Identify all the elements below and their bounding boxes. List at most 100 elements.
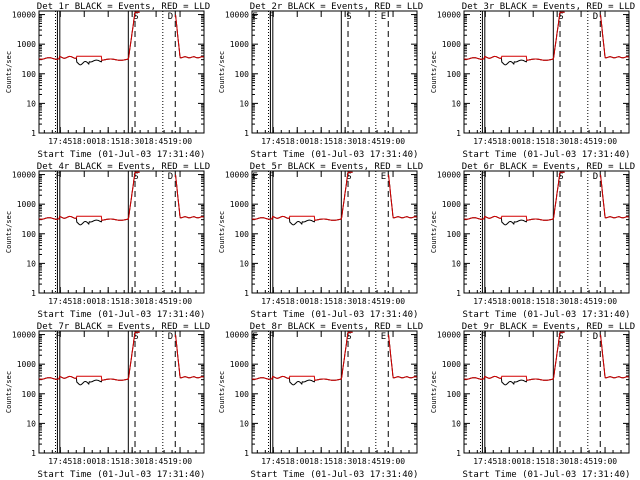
- x-tick-label: 18:15: [521, 457, 545, 466]
- x-tick-label: 18:45: [357, 297, 381, 306]
- y-tick-label: 1: [244, 449, 249, 458]
- x-axis-label: Start Time (01-Jul-03 17:31:40): [251, 310, 419, 320]
- x-tick-label: 17:45: [48, 457, 72, 466]
- y-tick-label: 1: [244, 129, 249, 138]
- x-tick-label: 17:45: [261, 457, 285, 466]
- y-tick-label: 100: [22, 70, 37, 79]
- y-tick-label: 1: [244, 289, 249, 298]
- y-tick-label: 10000: [12, 171, 36, 180]
- annotation-F: F: [269, 332, 274, 342]
- y-tick-label: 1: [456, 449, 461, 458]
- x-tick-label: 18:00: [72, 137, 96, 146]
- chart-title: Det 6r BLACK = Events, RED = LLD: [462, 162, 635, 172]
- x-tick-label: 18:45: [144, 297, 168, 306]
- annotation-S: S: [558, 12, 563, 22]
- annotation-E: E: [381, 12, 386, 22]
- x-tick-label: 18:15: [309, 457, 333, 466]
- x-axis-label: Start Time (01-Jul-03 17:31:40): [463, 150, 631, 160]
- series-events-line: [463, 11, 629, 66]
- y-tick-label: 10: [451, 259, 461, 268]
- y-tick-label: 10: [26, 259, 36, 268]
- annotation-S: S: [133, 12, 138, 22]
- x-tick-label: 18:45: [569, 137, 593, 146]
- y-tick-label: 1000: [442, 200, 461, 209]
- series-events-line: [38, 171, 204, 226]
- annotation-E: E: [381, 172, 386, 182]
- series-lld-line: [463, 331, 629, 381]
- y-tick-label: 100: [235, 390, 250, 399]
- y-tick-label: 100: [22, 230, 37, 239]
- annotation-E: E: [252, 172, 257, 182]
- y-tick-label: 1000: [230, 360, 249, 369]
- x-tick-label: 19:00: [593, 137, 617, 146]
- annotation-F: F: [481, 332, 486, 342]
- y-tick-label: 10000: [437, 11, 461, 20]
- x-axis-label: Start Time (01-Jul-03 17:31:40): [463, 310, 631, 320]
- chart-panel-3: Det 3r BLACK = Events, RED = LLD Counts/s…: [430, 2, 635, 160]
- series-lld-line: [463, 11, 629, 61]
- annotation-F: F: [56, 172, 61, 182]
- y-axis-label: Counts/sec: [218, 51, 226, 93]
- plot-frame: [251, 10, 418, 134]
- y-axis-label: Counts/sec: [5, 371, 13, 413]
- x-tick-label: 18:30: [120, 137, 144, 146]
- x-tick-label: 18:00: [497, 297, 521, 306]
- y-tick-label: 10: [239, 419, 249, 428]
- annotation-E: E: [381, 332, 386, 342]
- y-tick-label: 1000: [442, 40, 461, 49]
- chart-title: Det 8r BLACK = Events, RED = LLD: [250, 322, 423, 332]
- x-tick-label: 18:30: [120, 297, 144, 306]
- x-axis-label: Start Time (01-Jul-03 17:31:40): [251, 150, 419, 160]
- x-tick-label: 18:45: [144, 137, 168, 146]
- x-tick-label: 18:15: [96, 457, 120, 466]
- plot-frame: [463, 330, 630, 454]
- x-tick-label: 18:00: [72, 457, 96, 466]
- annotation-E: E: [252, 12, 257, 22]
- y-tick-label: 10000: [225, 331, 249, 340]
- x-tick-label: 18:15: [521, 137, 545, 146]
- y-tick-label: 1: [31, 449, 36, 458]
- chart-title: Det 2r BLACK = Events, RED = LLD: [250, 2, 423, 12]
- annotation-S: S: [558, 332, 563, 342]
- x-tick-label: 18:15: [96, 137, 120, 146]
- y-axis-label: Counts/sec: [5, 211, 13, 253]
- series-events-line: [463, 171, 629, 226]
- y-axis-label: Counts/sec: [218, 371, 226, 413]
- chart-panel-1: Det 1r BLACK = Events, RED = LLD Counts/s…: [5, 2, 210, 160]
- x-tick-label: 18:45: [569, 457, 593, 466]
- x-tick-label: 17:45: [261, 137, 285, 146]
- y-tick-label: 10000: [225, 11, 249, 20]
- y-axis-label: Counts/sec: [218, 211, 226, 253]
- chart-title: Det 1r BLACK = Events, RED = LLD: [37, 2, 210, 12]
- annotation-D: D: [593, 12, 598, 22]
- y-tick-label: 10: [26, 99, 36, 108]
- x-tick-label: 18:30: [545, 457, 569, 466]
- y-tick-label: 1: [456, 129, 461, 138]
- y-tick-label: 1000: [17, 360, 36, 369]
- x-tick-label: 18:30: [333, 457, 357, 466]
- y-tick-label: 1000: [17, 200, 36, 209]
- x-axis-label: Start Time (01-Jul-03 17:31:40): [38, 310, 206, 320]
- annotation-F: F: [269, 12, 274, 22]
- y-tick-label: 10: [451, 99, 461, 108]
- annotation-S: S: [133, 332, 138, 342]
- x-tick-label: 17:45: [48, 137, 72, 146]
- y-tick-label: 100: [235, 230, 250, 239]
- plot-frame: [463, 10, 630, 134]
- series-events-line: [38, 11, 204, 66]
- x-tick-label: 19:00: [168, 297, 192, 306]
- series-lld-line: [251, 331, 417, 381]
- annotation-D: D: [168, 332, 173, 342]
- chart-panel-5: Det 5r BLACK = Events, RED = LLD Counts/s…: [218, 162, 423, 320]
- y-axis-label: Counts/sec: [430, 211, 438, 253]
- y-tick-label: 100: [22, 390, 37, 399]
- x-tick-label: 18:00: [285, 297, 309, 306]
- y-axis-label: Counts/sec: [430, 371, 438, 413]
- chart-panel-7: Det 7r BLACK = Events, RED = LLD Counts/s…: [5, 322, 210, 480]
- series-events-line: [251, 171, 417, 226]
- x-tick-label: 19:00: [381, 297, 405, 306]
- y-tick-label: 100: [235, 70, 250, 79]
- x-tick-label: 17:45: [261, 297, 285, 306]
- x-tick-label: 18:45: [144, 457, 168, 466]
- y-tick-label: 10: [239, 259, 249, 268]
